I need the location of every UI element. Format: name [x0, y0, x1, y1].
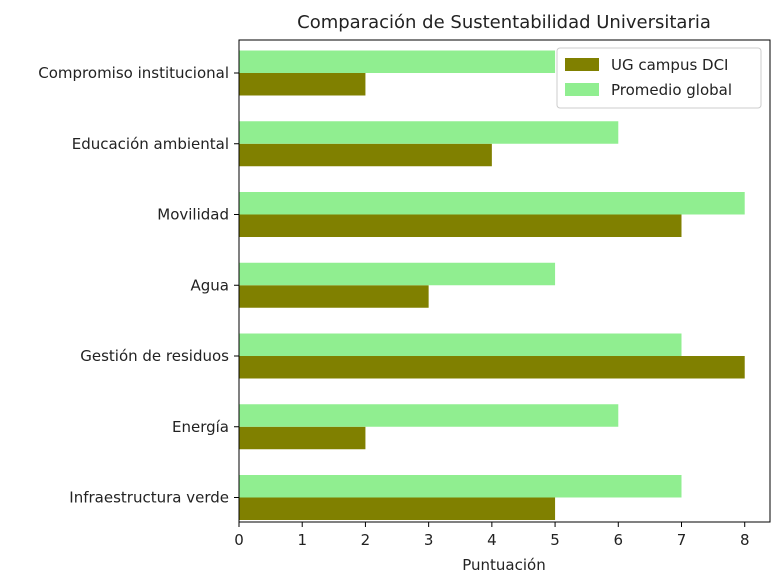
y-tick-label: Compromiso institucional	[38, 64, 229, 82]
bar-promedio-global-agua	[239, 262, 556, 286]
y-tick-label: Educación ambiental	[72, 135, 229, 153]
x-tick-label: 5	[550, 531, 560, 549]
bar-ug-campus-dci-movilidad	[239, 214, 682, 237]
bar-promedio-global-movilidad	[239, 192, 745, 215]
y-tick-label: Agua	[191, 276, 229, 294]
y-tick-label: Energía	[172, 418, 229, 436]
y-tick-label: Movilidad	[157, 206, 229, 224]
x-tick-label: 7	[677, 531, 687, 549]
x-tick-label: 6	[614, 531, 624, 549]
x-tick-label: 2	[361, 531, 371, 549]
plot-frame	[238, 39, 771, 523]
bar-ug-campus-dci-energia	[239, 426, 366, 450]
chart-title: Comparación de Sustentabilidad Universit…	[297, 12, 711, 33]
y-axis-ticks: Infraestructura verde Energía Gestión de r…	[38, 64, 239, 507]
bar-promedio-global-compromiso-institucional	[239, 50, 556, 73]
bars-group	[239, 50, 745, 520]
bar-ug-campus-dci-infraestructura-verde	[239, 497, 556, 520]
legend-box	[556, 47, 762, 109]
legend-swatch-promedio-global	[565, 83, 599, 96]
bar-ug-campus-dci-gestion-de-residuos	[239, 356, 745, 379]
x-tick-label: 1	[297, 531, 307, 549]
bar-promedio-global-gestion-de-residuos	[239, 333, 682, 356]
bar-promedio-global-infraestructura-verde	[239, 475, 682, 498]
x-axis-ticks: 0 1 2 3 4 5 6 7 8	[234, 522, 749, 549]
bar-promedio-global-educacion-ambiental	[239, 121, 619, 144]
legend-label-promedio-global: Promedio global	[611, 81, 732, 99]
bar-ug-campus-dci-compromiso-institucional	[239, 73, 366, 96]
x-tick-label: 0	[234, 531, 244, 549]
x-tick-label: 4	[487, 531, 497, 549]
legend-label-ug-campus-dci: UG campus DCI	[611, 56, 728, 74]
bar-ug-campus-dci-educacion-ambiental	[239, 143, 492, 167]
legend-swatch-ug-campus-dci	[565, 58, 599, 71]
y-tick-label: Infraestructura verde	[69, 489, 229, 507]
y-tick-label: Gestión de residuos	[80, 347, 229, 365]
bar-ug-campus-dci-agua	[239, 285, 429, 308]
x-tick-label: 8	[740, 531, 750, 549]
x-tick-label: 3	[424, 531, 434, 549]
legend: UG campus DCI Promedio global	[556, 47, 762, 109]
bar-promedio-global-energia	[239, 404, 619, 427]
x-axis-label: Puntuación	[462, 556, 545, 574]
